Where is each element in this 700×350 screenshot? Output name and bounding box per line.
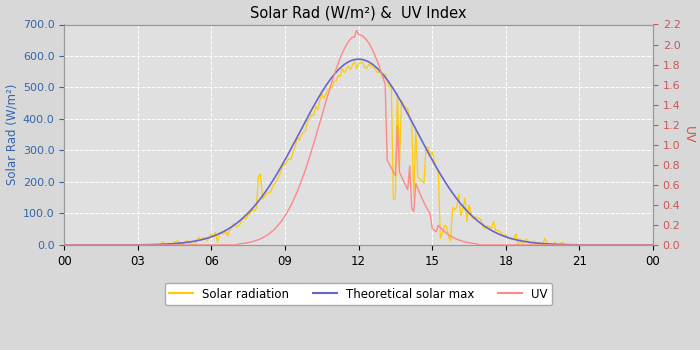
Title: Solar Rad (W/m²) &  UV Index: Solar Rad (W/m²) & UV Index: [251, 6, 467, 21]
Y-axis label: UV: UV: [681, 126, 694, 144]
Y-axis label: Solar Rad (W/m²): Solar Rad (W/m²): [6, 84, 19, 186]
Legend: Solar radiation, Theoretical solar max, UV: Solar radiation, Theoretical solar max, …: [164, 283, 552, 305]
